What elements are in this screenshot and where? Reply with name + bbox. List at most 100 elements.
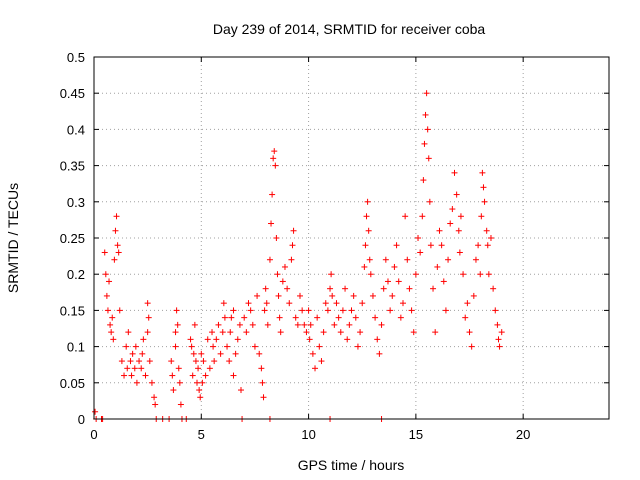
y-tick-label: 0.3 <box>67 195 85 210</box>
data-point-plus <box>412 271 419 278</box>
data-point-plus <box>442 307 449 314</box>
data-points <box>92 90 505 422</box>
data-point-plus <box>479 169 486 176</box>
data-point-plus <box>362 242 369 249</box>
data-point-plus <box>262 285 269 292</box>
data-point-plus <box>389 292 396 299</box>
data-point-plus <box>146 358 153 365</box>
data-point-plus <box>496 343 503 350</box>
data-point-plus <box>367 271 374 278</box>
data-point-plus <box>365 227 372 234</box>
data-point-plus <box>187 336 194 343</box>
y-tick-label: 0.15 <box>60 303 85 318</box>
data-point-plus <box>348 307 355 314</box>
data-point-plus <box>372 314 379 321</box>
data-point-plus <box>426 198 433 205</box>
data-point-plus <box>142 372 149 379</box>
data-point-plus <box>118 358 125 365</box>
data-point-plus <box>438 242 445 249</box>
data-point-plus <box>286 300 293 307</box>
data-point-plus <box>309 350 316 357</box>
grid-lines <box>94 57 609 419</box>
data-point-plus <box>139 350 146 357</box>
data-point-plus <box>346 321 353 328</box>
data-point-plus <box>397 314 404 321</box>
data-point-plus <box>221 314 228 321</box>
data-point-plus <box>432 329 439 336</box>
data-point-plus <box>102 271 109 278</box>
data-point-plus <box>168 358 175 365</box>
data-point-plus <box>380 285 387 292</box>
data-point-plus <box>247 307 254 314</box>
x-tick-label: 15 <box>409 427 423 442</box>
data-point-plus <box>173 307 180 314</box>
data-point-plus <box>451 169 458 176</box>
data-point-plus <box>110 336 117 343</box>
data-point-plus <box>481 198 488 205</box>
data-point-plus <box>378 321 385 328</box>
data-point-plus <box>424 126 431 133</box>
x-tick-label: 5 <box>198 427 205 442</box>
data-point-plus <box>245 300 252 307</box>
data-point-plus <box>425 155 432 162</box>
data-point-plus <box>299 307 306 314</box>
data-point-plus <box>415 235 422 241</box>
y-tick-label: 0.2 <box>67 267 85 282</box>
data-point-plus <box>237 387 244 394</box>
data-point-plus <box>198 350 205 357</box>
data-point-plus <box>131 365 138 372</box>
data-point-plus <box>430 285 437 292</box>
data-point-plus <box>256 350 263 357</box>
data-point-plus <box>328 271 335 278</box>
data-point-plus <box>197 394 204 401</box>
data-point-plus <box>460 271 467 278</box>
data-point-plus <box>350 292 357 299</box>
data-point-plus <box>152 401 159 408</box>
data-point-plus <box>427 242 434 249</box>
data-point-plus <box>436 227 443 234</box>
data-point-plus <box>294 321 301 328</box>
data-point-plus <box>232 350 239 357</box>
data-point-plus <box>337 329 344 336</box>
data-point-plus <box>124 365 131 372</box>
data-point-plus <box>140 336 147 343</box>
data-point-plus <box>363 213 370 220</box>
data-point-plus <box>419 213 426 220</box>
data-point-plus <box>116 307 123 314</box>
data-point-plus <box>457 213 464 220</box>
data-point-plus <box>364 198 371 205</box>
data-point-plus <box>190 350 197 357</box>
data-point-plus <box>111 256 118 263</box>
data-point-plus <box>498 329 505 336</box>
data-point-plus <box>361 263 368 270</box>
data-point-plus <box>234 336 241 343</box>
y-tick-label: 0.4 <box>67 122 85 137</box>
data-point-plus <box>107 321 114 328</box>
data-point-plus <box>478 213 485 220</box>
data-point-plus <box>274 271 281 278</box>
data-point-plus <box>176 379 183 386</box>
data-point-plus <box>268 220 275 227</box>
data-point-plus <box>192 358 199 365</box>
data-point-plus <box>327 285 334 292</box>
data-point-plus <box>352 314 359 321</box>
data-point-plus <box>456 249 463 256</box>
data-point-plus <box>470 292 477 299</box>
data-point-plus <box>297 292 303 299</box>
data-point-plus <box>215 321 222 328</box>
data-point-plus <box>354 343 361 350</box>
data-point-plus <box>290 227 297 234</box>
data-point-plus <box>196 387 203 394</box>
data-point-plus <box>144 329 151 336</box>
y-tick-label: 0.05 <box>60 376 85 391</box>
data-point-plus <box>408 307 415 314</box>
data-point-plus <box>209 329 216 336</box>
data-point-plus <box>307 321 314 328</box>
data-point-plus <box>127 358 134 365</box>
data-point-plus <box>177 401 184 408</box>
data-point-plus <box>103 292 110 299</box>
data-point-plus <box>269 191 276 198</box>
data-point-plus <box>174 321 181 328</box>
data-point-plus <box>335 314 342 321</box>
